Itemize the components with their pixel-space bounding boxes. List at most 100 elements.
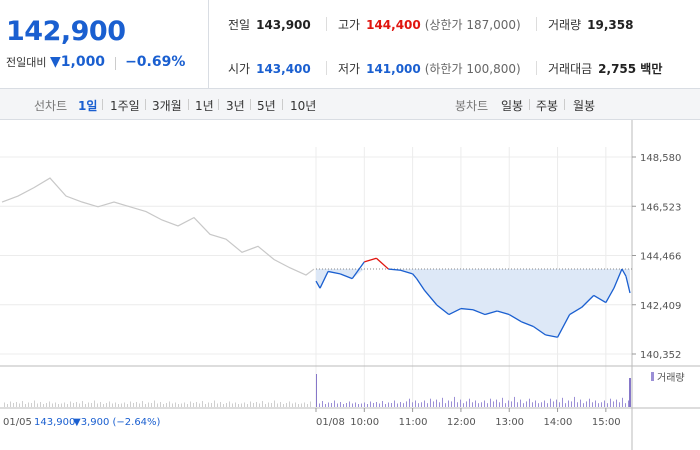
- volume-bar: [151, 403, 152, 407]
- tab-1week[interactable]: 1주일: [110, 99, 140, 113]
- volume-bar: [532, 402, 533, 407]
- below-reference-area: [316, 269, 630, 338]
- volume-bar: [190, 401, 191, 407]
- volume-bar: [418, 403, 419, 407]
- volume-bar: [358, 404, 359, 407]
- trade-amount: 거래대금 2,755 백만: [548, 62, 663, 76]
- volume-bar: [490, 398, 491, 407]
- volume-bar: [34, 400, 35, 407]
- volume-bar: [268, 402, 269, 407]
- change-percent: −0.69%: [125, 54, 186, 70]
- volume-bar: [157, 403, 158, 407]
- volume-bar: [235, 402, 236, 407]
- volume-bar: [58, 404, 59, 407]
- volume-bar: [148, 402, 149, 407]
- volume-bar: [70, 401, 71, 407]
- volume-bar: [166, 403, 167, 407]
- volume-bars: [4, 374, 631, 407]
- volume-bar: [304, 402, 305, 407]
- volume-bar: [481, 402, 482, 407]
- tab-1year[interactable]: 1년: [195, 99, 214, 113]
- volume-bar: [397, 403, 398, 407]
- volume-bar: [139, 403, 140, 407]
- volume-bar: [373, 403, 374, 407]
- quote-header: 142,900 전일대비 ▼1,000 −0.69% 전일 143,900 고가 1…: [0, 0, 700, 89]
- volume-bar: [328, 402, 329, 407]
- volume-bar: [307, 404, 308, 407]
- volume-bar: [172, 403, 173, 407]
- volume-bar: [10, 401, 11, 407]
- price-chart[interactable]: 148,580 146,523 144,466 142,409 140,352 01/0…: [0, 120, 700, 450]
- tab-1day[interactable]: 1일: [78, 99, 98, 113]
- tab-weekly-candle[interactable]: 주봉: [536, 99, 559, 113]
- current-day-segment: [436, 304, 450, 316]
- previous-day-series: [1, 177, 315, 276]
- volume-bar: [40, 402, 41, 407]
- volume-bar: [376, 402, 377, 407]
- change-label: 전일대비: [6, 56, 47, 69]
- volume-bar: [7, 404, 8, 407]
- volume-bar: [199, 403, 200, 407]
- volume-bar: [508, 400, 509, 407]
- volume-bar: [337, 403, 338, 407]
- volume-bar: [253, 403, 254, 407]
- divider: [188, 99, 189, 110]
- volume-bar: [445, 403, 446, 407]
- tab-3month[interactable]: 3개월: [152, 99, 182, 113]
- volume-bar: [544, 400, 545, 407]
- divider: [250, 99, 251, 110]
- volume-bar: [316, 374, 317, 407]
- volume-bar: [52, 403, 53, 407]
- volume-bar: [394, 400, 395, 407]
- volume-bar: [598, 403, 599, 407]
- x-tick-label: 14:00: [544, 417, 573, 428]
- volume-bar: [427, 403, 428, 407]
- current-day-segment: [351, 261, 365, 280]
- volume-bar: [565, 403, 566, 407]
- current-day-segment: [448, 307, 462, 316]
- y-tick-label: 146,523: [640, 202, 681, 213]
- volume-bar: [436, 399, 437, 407]
- volume-bar: [49, 401, 50, 407]
- volume-bar: [406, 401, 407, 407]
- volume-bar: [409, 398, 410, 407]
- volume-bar: [349, 401, 350, 407]
- volume-bar: [85, 404, 86, 407]
- prev-close-footer: 143,900: [34, 417, 75, 428]
- current-day-segment: [569, 306, 583, 316]
- tab-10year[interactable]: 10년: [290, 99, 317, 113]
- y-axis-ticks: 148,580 146,523 144,466 142,409 140,352: [632, 153, 681, 361]
- volume-bar: [247, 404, 248, 407]
- x-axis-ticks: 01/08 10:00 11:00 12:00 13:00 14:00 15:00: [315, 408, 621, 428]
- volume-bar: [262, 401, 263, 407]
- volume-bar: [160, 402, 161, 407]
- change-row: 전일대비 ▼1,000 −0.69%: [6, 54, 185, 70]
- volume-bar: [496, 399, 497, 407]
- volume-bar: [571, 401, 572, 407]
- volume-bar: [487, 403, 488, 407]
- tab-monthly-candle[interactable]: 월봉: [573, 99, 596, 113]
- volume-bar: [238, 404, 239, 407]
- divider: [282, 99, 283, 110]
- current-day-segment: [400, 269, 413, 275]
- volume-bar: [352, 403, 353, 407]
- volume-bar: [211, 403, 212, 407]
- divider: [564, 99, 565, 110]
- volume-legend-swatch: [651, 372, 654, 381]
- tab-3year[interactable]: 3년: [226, 99, 245, 113]
- current-day-segment: [424, 290, 438, 306]
- volume-bar: [628, 400, 629, 407]
- tab-daily-candle[interactable]: 일봉: [501, 99, 524, 113]
- volume-bar: [556, 399, 557, 407]
- volume-bar: [229, 401, 230, 407]
- current-day-segment: [484, 310, 498, 316]
- divider: [326, 17, 327, 31]
- volume-bar: [541, 402, 542, 407]
- volume-bar: [370, 401, 371, 407]
- volume-bar: [193, 403, 194, 407]
- volume-bar: [421, 402, 422, 407]
- divider: [145, 99, 146, 110]
- volume-bar: [64, 402, 65, 407]
- y-tick-label: 144,466: [640, 252, 681, 263]
- tab-5year[interactable]: 5년: [257, 99, 276, 113]
